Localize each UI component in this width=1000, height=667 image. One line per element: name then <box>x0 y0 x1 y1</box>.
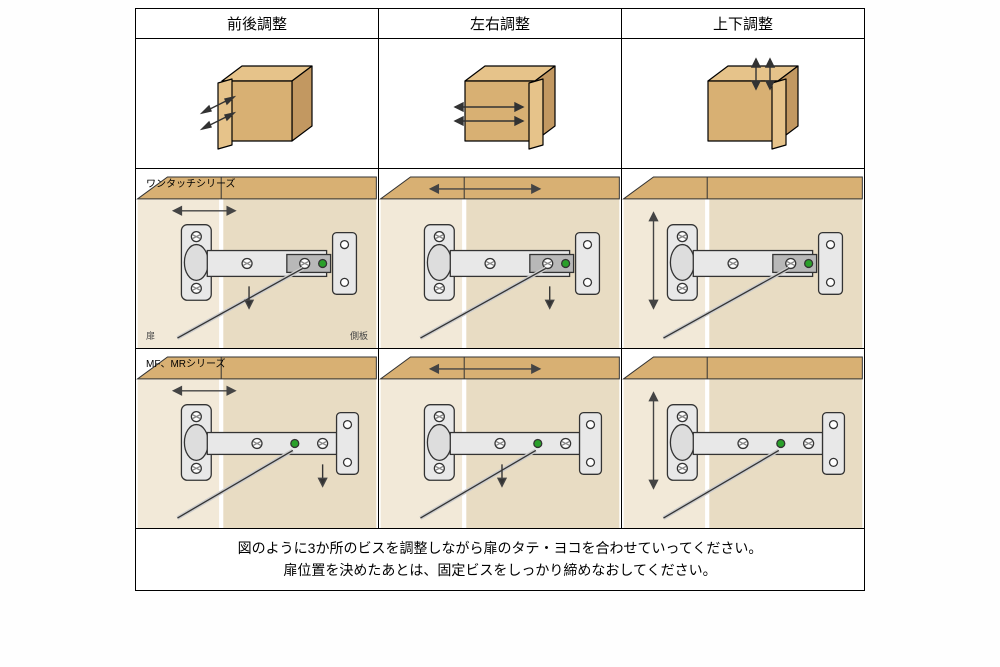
hinge-cell-s1-0: ワンタッチシリーズ 扉 側板 <box>136 169 379 349</box>
hinge-cell-s1-1 <box>379 169 622 349</box>
series1-label: ワンタッチシリーズ <box>146 175 236 190</box>
hinge-cell-s2-1 <box>379 349 622 529</box>
cabinet-diagram-vertical <box>658 51 828 161</box>
cabinet-diagram-lateral <box>415 51 585 161</box>
hinge-diagram-s1-1 <box>379 169 621 348</box>
hinge-diagram-s1-2 <box>622 169 864 348</box>
hinge-cell-s1-2 <box>622 169 865 349</box>
hinge-cell-s2-2 <box>622 349 865 529</box>
series2-label: MF、MRシリーズ <box>146 355 226 370</box>
side-mini-label: 側板 <box>350 329 368 342</box>
col-header-leftright: 左右調整 <box>379 9 622 39</box>
hinge-row-series1: ワンタッチシリーズ 扉 側板 <box>136 169 865 349</box>
cabinet-cell-2 <box>622 39 865 169</box>
caption-row: 図のように3か所のビスを調整しながら扉のタテ・ヨコを合わせていってください。 扉… <box>136 529 865 591</box>
door-mini-label: 扉 <box>146 329 155 342</box>
caption-cell: 図のように3か所のビスを調整しながら扉のタテ・ヨコを合わせていってください。 扉… <box>136 529 865 591</box>
hinge-diagram-s1-0 <box>136 169 378 348</box>
hinge-diagram-s2-1 <box>379 349 621 528</box>
col-header-frontback: 前後調整 <box>136 9 379 39</box>
cabinet-cell-0 <box>136 39 379 169</box>
hinge-row-series2: MF、MRシリーズ <box>136 349 865 529</box>
header-row: 前後調整 左右調整 上下調整 <box>136 9 865 39</box>
hinge-diagram-s2-0 <box>136 349 378 528</box>
cabinet-diagram-depth <box>172 51 342 161</box>
hinge-diagram-s2-2 <box>622 349 864 528</box>
cabinet-row <box>136 39 865 169</box>
caption-line-1: 図のように3か所のビスを調整しながら扉のタテ・ヨコを合わせていってください。 <box>140 537 860 559</box>
cabinet-cell-1 <box>379 39 622 169</box>
caption-line-2: 扉位置を決めたあとは、固定ビスをしっかり締めなおしてください。 <box>140 559 860 581</box>
col-header-updown: 上下調整 <box>622 9 865 39</box>
adjustment-table: 前後調整 左右調整 上下調整 <box>135 8 865 591</box>
diagram-table-wrap: 前後調整 左右調整 上下調整 <box>135 0 865 591</box>
hinge-cell-s2-0: MF、MRシリーズ <box>136 349 379 529</box>
